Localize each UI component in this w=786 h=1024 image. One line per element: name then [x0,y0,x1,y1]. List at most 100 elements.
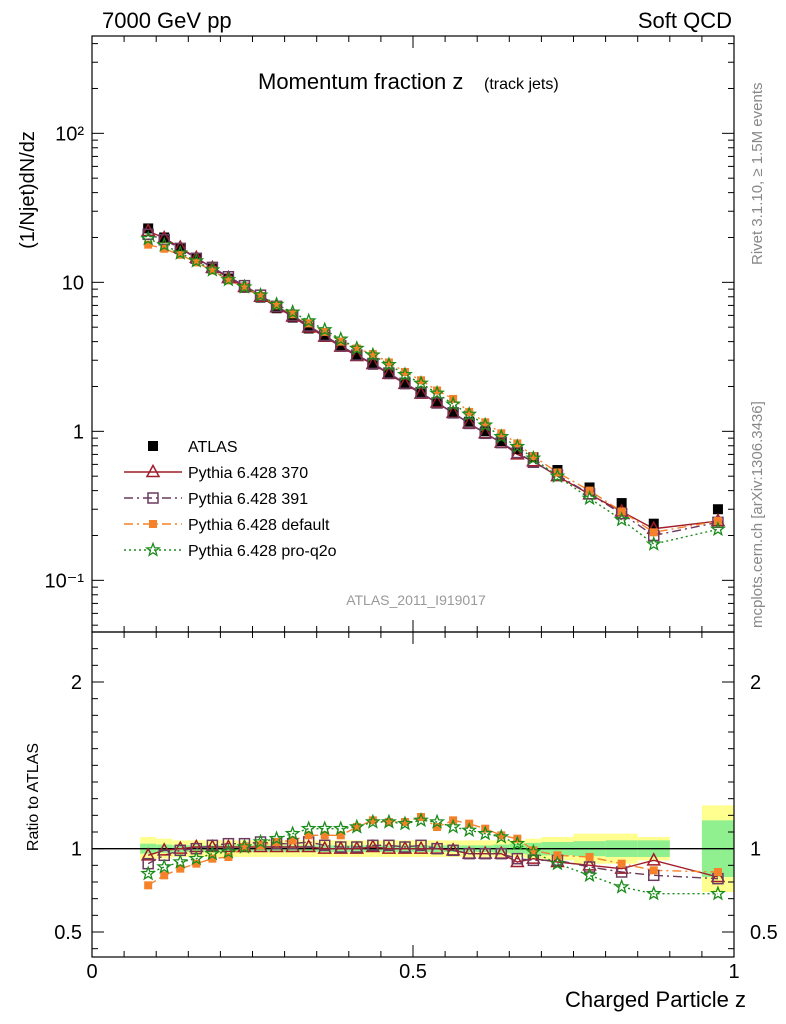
ratio-data-point [447,844,459,857]
data-point [433,386,442,395]
header-right-label: Soft QCD [638,8,732,33]
main-title-sub: (track jets) [484,76,559,93]
data-point [144,240,153,249]
data-point [208,266,217,275]
ratio-data-point [268,830,285,846]
ratio-data-point [222,837,235,850]
ratio-data-point [205,838,220,853]
ratio-data-point [364,813,381,829]
legend-marker [145,463,161,478]
ratio-data-point [156,858,173,874]
legend-label: Pythia 6.428 pro-q2o [188,543,337,560]
ratio-data-point [192,859,201,868]
data-point [463,417,475,430]
ratio-data-point [236,838,253,854]
y-tick-label: 10 [62,272,84,294]
legend-marker [148,441,158,451]
ratio-data-point [429,813,446,829]
ratio-data-point [176,864,185,873]
ratio-data-point [160,871,169,880]
ratio-data-point [316,820,333,836]
ratio-data-point [495,847,508,860]
ratio-data-point [617,859,626,868]
data-point [319,331,330,342]
main-title: Momentum fraction z [258,69,463,94]
data-point [348,340,365,356]
data-point [335,341,346,352]
data-point [645,535,662,551]
data-point [447,407,459,419]
data-point [316,321,333,337]
data-point [481,418,490,427]
data-point [511,446,524,459]
data-point [140,230,157,246]
legend-label: Pythia 6.428 391 [188,491,308,508]
ratio-data-point [445,818,462,834]
ratio-data-point [399,841,411,853]
data-point [616,498,627,509]
data-point [364,346,381,362]
data-point [400,368,409,377]
ratio-data-point [320,831,329,840]
data-point [399,377,411,390]
ratio-data-point [585,853,594,861]
ratio-data-point [477,825,494,841]
ratio-data-point [318,839,331,852]
data-point [525,449,542,465]
data-point [256,291,265,300]
ratio-data-point [173,840,188,854]
legend-label: Pythia 6.428 default [188,517,330,534]
y-tick-label: 1 [73,421,84,443]
data-point [413,374,429,391]
ratio-data-point [417,813,426,821]
ratio-data-point [206,839,219,852]
data-point [509,438,526,454]
analysis-label: ATLAS_2011_I919017 [346,592,486,608]
ratio-data-point [710,885,726,901]
rivet-label: Rivet 3.1.10, ≥ 1.5M events [749,83,766,266]
data-point [176,250,185,259]
data-point [493,428,510,444]
ratio-data-point [646,852,662,866]
data-point [510,446,525,460]
ratio-data-point [413,840,429,854]
data-point [160,244,169,253]
data-point [188,252,205,268]
data-point [465,407,474,416]
ratio-data-point [335,841,347,853]
main-plot: 10⁻¹ 1 10 10² Momentum fraction z (track je… [17,35,735,633]
ratio-data-point [525,843,542,859]
ratio-y-tick-label: 0.5 [54,922,82,944]
data-point [464,416,475,427]
ratio-data-point [461,821,478,838]
data-point [268,296,285,312]
data-point [224,276,233,285]
data-point [513,439,522,448]
data-point [192,258,201,267]
x-tick-label: 0.5 [399,961,427,983]
data-point [220,271,237,287]
x-axis-label: Charged Particle z [565,987,746,1012]
ratio-data-point [645,885,662,901]
data-point [477,416,494,432]
data-point [397,366,413,382]
data-point [553,468,562,477]
data-point [448,407,459,418]
data-point [429,394,445,408]
data-point [613,511,630,527]
ratio-data-point [301,838,316,853]
ratio-data-point [400,818,409,826]
data-point [367,359,378,370]
data-point [431,397,443,409]
ratio-data-point [333,840,349,854]
ratio-data-point [433,823,442,831]
ratio-y-tick-label: 2 [71,672,82,694]
series-line [147,233,719,537]
ratio-data-point [383,839,395,852]
ratio-data-point [208,854,217,863]
legend-marker [149,520,157,528]
legend-label: Pythia 6.428 370 [188,465,308,482]
ratio-data-point [380,813,397,829]
ratio-data-point [172,853,189,869]
